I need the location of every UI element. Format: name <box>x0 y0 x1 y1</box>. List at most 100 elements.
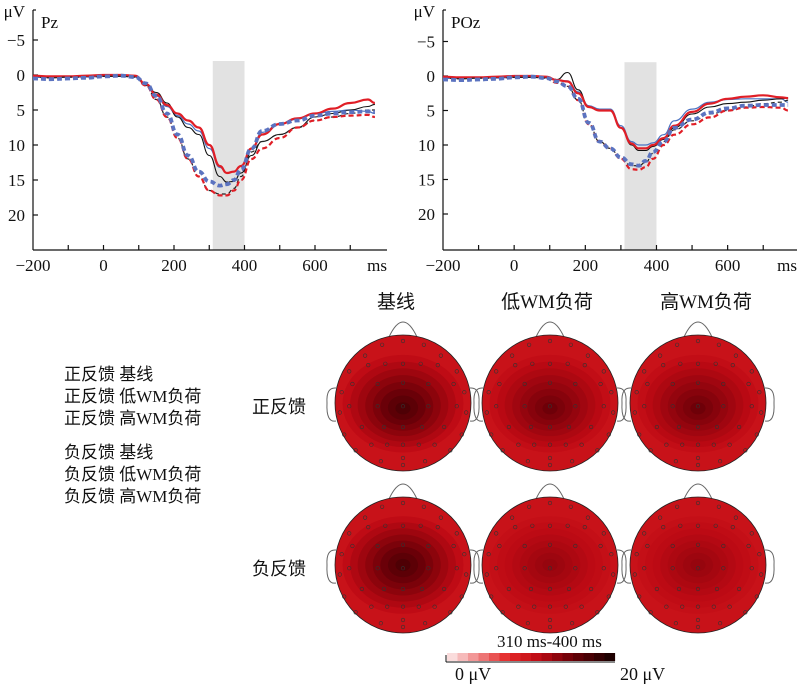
electrode-marker <box>695 424 701 430</box>
electrode-marker <box>749 566 754 571</box>
series-line <box>32 75 375 183</box>
colorbar-max-label: 20 μV <box>620 664 666 684</box>
electrode-marker <box>454 566 459 571</box>
electrode-marker <box>375 543 380 549</box>
electrode-marker <box>670 404 675 409</box>
y-tick-label: 0 <box>17 66 26 85</box>
electrode-marker <box>528 586 534 592</box>
electrode-marker <box>721 566 726 571</box>
electrode-marker <box>606 594 611 599</box>
electrode-marker <box>362 515 368 520</box>
electrode-marker <box>601 404 606 409</box>
colorbar-segment <box>520 653 532 661</box>
electrode-marker <box>695 338 701 344</box>
electrode-marker <box>359 424 365 430</box>
electrode-marker <box>695 404 701 409</box>
nose-outline <box>388 483 418 500</box>
electrode-marker <box>547 361 553 366</box>
electrode-marker <box>733 515 739 520</box>
electrode-marker <box>506 424 511 430</box>
electrode-marker <box>721 381 726 387</box>
electrode-marker <box>527 342 532 347</box>
electrode-marker <box>606 432 611 437</box>
electrode-marker <box>532 442 537 447</box>
electrode-marker <box>642 566 647 571</box>
electrode-marker <box>451 381 456 387</box>
electrode-marker <box>353 610 358 615</box>
scalp-contour <box>542 558 558 572</box>
electrode-marker <box>654 424 660 430</box>
electrode-marker <box>525 459 530 464</box>
electrode-marker <box>422 621 428 626</box>
electrode-marker <box>757 552 762 557</box>
electrode-marker <box>579 442 584 447</box>
electrode-marker <box>678 523 683 528</box>
colorbar-segment <box>468 653 479 661</box>
electrode-marker <box>547 566 553 571</box>
electrode-marker <box>532 604 537 609</box>
y-tick-label: 10 <box>8 136 25 155</box>
electrode-marker <box>369 604 374 609</box>
electrode-marker <box>400 442 406 447</box>
electrode-marker <box>566 424 572 430</box>
legend-label: 负反馈 高WM负荷 <box>64 487 202 506</box>
electrode-marker <box>359 586 365 592</box>
electrode-marker <box>510 353 515 358</box>
electrode-marker <box>419 586 425 592</box>
electrode-marker <box>695 617 701 623</box>
electrode-marker <box>400 604 406 609</box>
electrode-marker <box>522 566 527 571</box>
legend-label: 负反馈 基线 <box>64 443 154 462</box>
electrode-marker <box>547 617 553 623</box>
electrode-marker <box>661 525 666 530</box>
y-tick-label: −5 <box>417 33 435 52</box>
electrode-marker <box>342 432 347 437</box>
electrode-marker <box>375 566 380 571</box>
electrode-marker <box>589 586 594 592</box>
colorbar-segment <box>552 653 563 661</box>
electrode-marker <box>500 610 505 615</box>
electrode-marker <box>400 586 406 592</box>
electrode-marker <box>589 424 594 430</box>
electrode-marker <box>695 523 701 528</box>
electrode-marker <box>454 369 459 374</box>
erp-panel-pz: −5 0 5 10 15 20 −200 0 200 400 600 ms μV Pz <box>4 2 387 275</box>
electrode-marker <box>670 566 675 571</box>
nose-outline <box>388 321 418 338</box>
electrode-marker <box>419 424 425 430</box>
electrode-marker <box>486 552 491 557</box>
colorbar-segment <box>489 653 500 661</box>
electrode-marker <box>737 424 742 430</box>
electrode-marker <box>661 362 666 368</box>
electrode-marker <box>347 531 352 536</box>
electrode-marker <box>381 586 387 592</box>
legend-item: 负反馈 高WM负荷 <box>16 486 201 508</box>
right-ear-outline <box>764 549 775 584</box>
electrode-marker <box>609 552 614 557</box>
y-tick-label: −5 <box>7 31 25 50</box>
electrode-marker <box>585 353 591 358</box>
electrode-marker <box>566 586 572 592</box>
electrode-marker <box>522 381 527 387</box>
electrode-marker <box>598 381 603 387</box>
electrode-marker <box>547 380 553 385</box>
electrode-marker <box>400 424 406 430</box>
electrode-marker <box>383 523 388 528</box>
electrode-marker <box>733 353 739 358</box>
colorbar-segment <box>499 653 511 661</box>
electrode-marker <box>379 504 385 509</box>
electrode-marker <box>497 543 502 549</box>
x-tick-label: 200 <box>161 256 187 275</box>
electrode-marker <box>337 410 342 415</box>
electrode-marker <box>516 604 521 609</box>
topomap-positive-low-load <box>473 321 627 472</box>
electrode-marker <box>484 572 489 577</box>
electrode-marker <box>494 566 499 571</box>
electrode-marker <box>695 624 701 630</box>
electrode-marker <box>676 424 682 430</box>
electrode-marker <box>582 362 587 368</box>
left-ear-outline <box>326 549 337 584</box>
electrode-marker <box>547 442 553 447</box>
electrode-marker <box>400 542 406 547</box>
